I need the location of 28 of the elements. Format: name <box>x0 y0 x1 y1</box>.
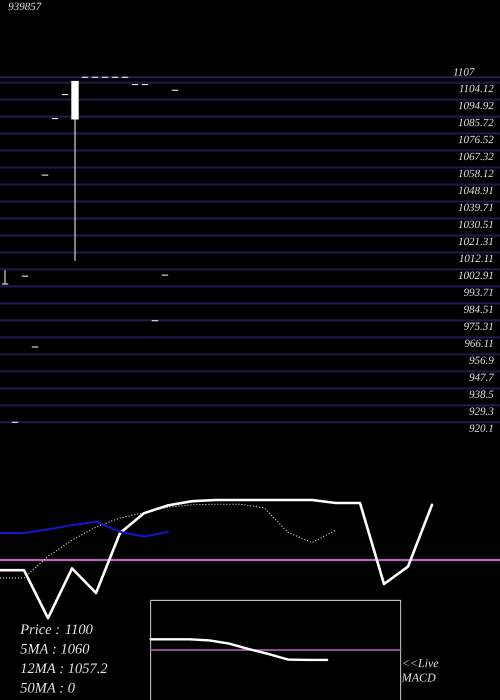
y-tick-label: 1067.32 <box>458 152 494 160</box>
y-tick-label: 966.11 <box>464 340 493 348</box>
y-tick-label: 1012.11 <box>459 254 493 262</box>
y-tick-label: 929.3 <box>469 408 494 415</box>
y-tick-label: 920.1 <box>469 424 493 432</box>
y-tick-label: 1039.71 <box>458 204 493 212</box>
y-tick-label: 1002.91 <box>458 272 493 280</box>
y-tick-label: 1076.52 <box>458 136 494 144</box>
y-tick-label: 975.31 <box>464 322 493 330</box>
ref-line-label: 1107 <box>454 68 475 76</box>
y-tick-label: 1104.12 <box>459 84 494 92</box>
y-tick-label: 1048.91 <box>458 186 493 194</box>
text: 50MA : 0 <box>20 682 75 693</box>
y-tick-label: 1021.31 <box>458 238 493 246</box>
y-tick-label: 938.5 <box>469 390 494 398</box>
text: Price : 1100 <box>20 624 93 634</box>
y-tick-label: 956.9 <box>469 356 494 364</box>
text: 5MA : 1060 <box>20 644 90 654</box>
y-tick-label: 1085.72 <box>458 118 494 126</box>
y-tick-label: 1094.92 <box>458 102 494 110</box>
y-tick-label: 947.7 <box>469 374 494 381</box>
chart-title: 939857 <box>8 2 42 10</box>
text: <<Live MACD <box>402 659 438 682</box>
y-tick-label: 1030.51 <box>458 220 493 228</box>
text: 12MA : 1057.2 <box>20 663 108 674</box>
y-tick-label: 993.71 <box>464 288 493 296</box>
y-tick-label: 1058.12 <box>458 170 494 178</box>
y-tick-label: 984.51 <box>464 306 493 314</box>
